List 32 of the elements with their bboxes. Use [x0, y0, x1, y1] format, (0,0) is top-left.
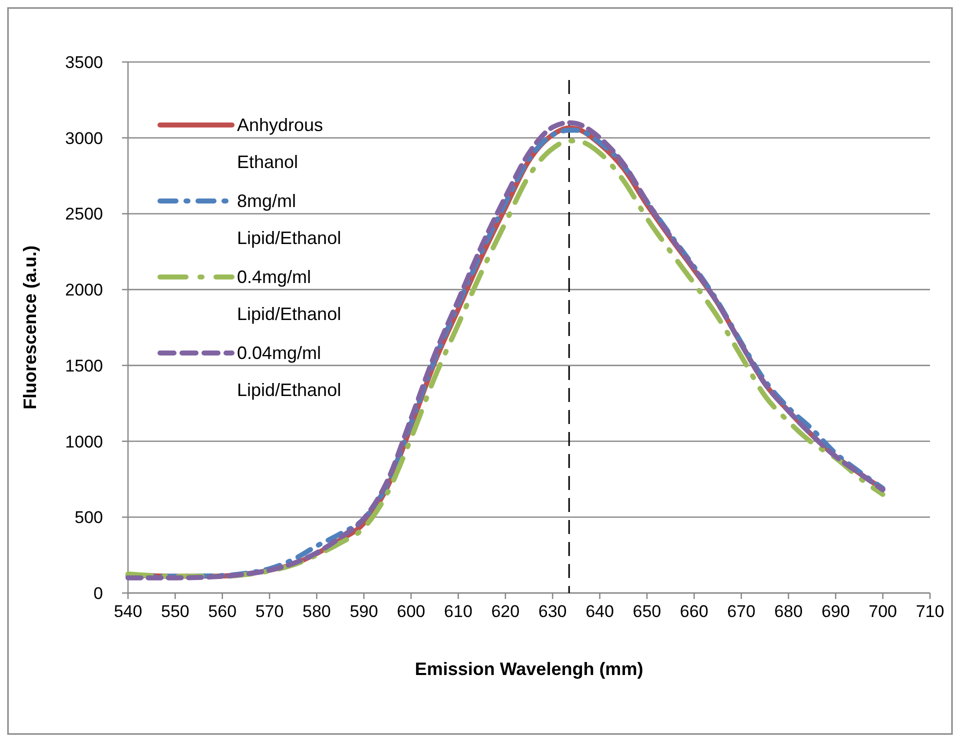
x-tick-label: 540 — [114, 602, 142, 621]
legend-label: Anhydrous Ethanol — [237, 115, 324, 172]
x-tick-label: 650 — [632, 602, 662, 621]
legend-label: 0.4mg/ml Lipid/Ethanol — [237, 267, 342, 324]
x-tick-label: 620 — [491, 602, 520, 621]
y-tick-label: 0 — [94, 584, 103, 603]
y-tick-label: 2000 — [65, 280, 103, 300]
x-tick-label: 690 — [821, 602, 850, 621]
y-tick-label: 2500 — [65, 204, 103, 224]
x-tick-label: 580 — [302, 602, 331, 621]
x-tick-label: 660 — [680, 602, 708, 621]
x-tick-label: 680 — [774, 602, 803, 621]
y-tick-label: 500 — [74, 508, 103, 528]
x-tick-label: 610 — [444, 602, 472, 621]
x-tick-label: 570 — [255, 602, 284, 621]
x-tick-label: 560 — [208, 602, 237, 621]
x-tick-label: 630 — [538, 602, 567, 621]
x-tick-label: 710 — [916, 602, 944, 621]
legend-label: 0.04mg/ml Lipid/Ethanol — [237, 343, 342, 400]
x-tick-label: 600 — [396, 602, 426, 621]
y-tick-label: 3500 — [65, 53, 103, 72]
x-tick-label: 640 — [586, 602, 614, 621]
y-tick-label: 1000 — [65, 432, 103, 452]
x-tick-label: 700 — [868, 602, 898, 621]
y-axis-title: Fluorescence (a.u.) — [20, 245, 40, 410]
x-axis-title: Emission Wavelengh (mm) — [414, 659, 644, 679]
x-tick-label: 550 — [160, 602, 190, 621]
x-tick-label: 590 — [350, 602, 378, 621]
y-tick-label: 1500 — [65, 356, 103, 376]
legend-label: 8mg/ml Lipid/Ethanol — [237, 191, 342, 248]
y-tick-label: 3000 — [65, 128, 103, 148]
x-tick-label: 670 — [727, 602, 756, 621]
